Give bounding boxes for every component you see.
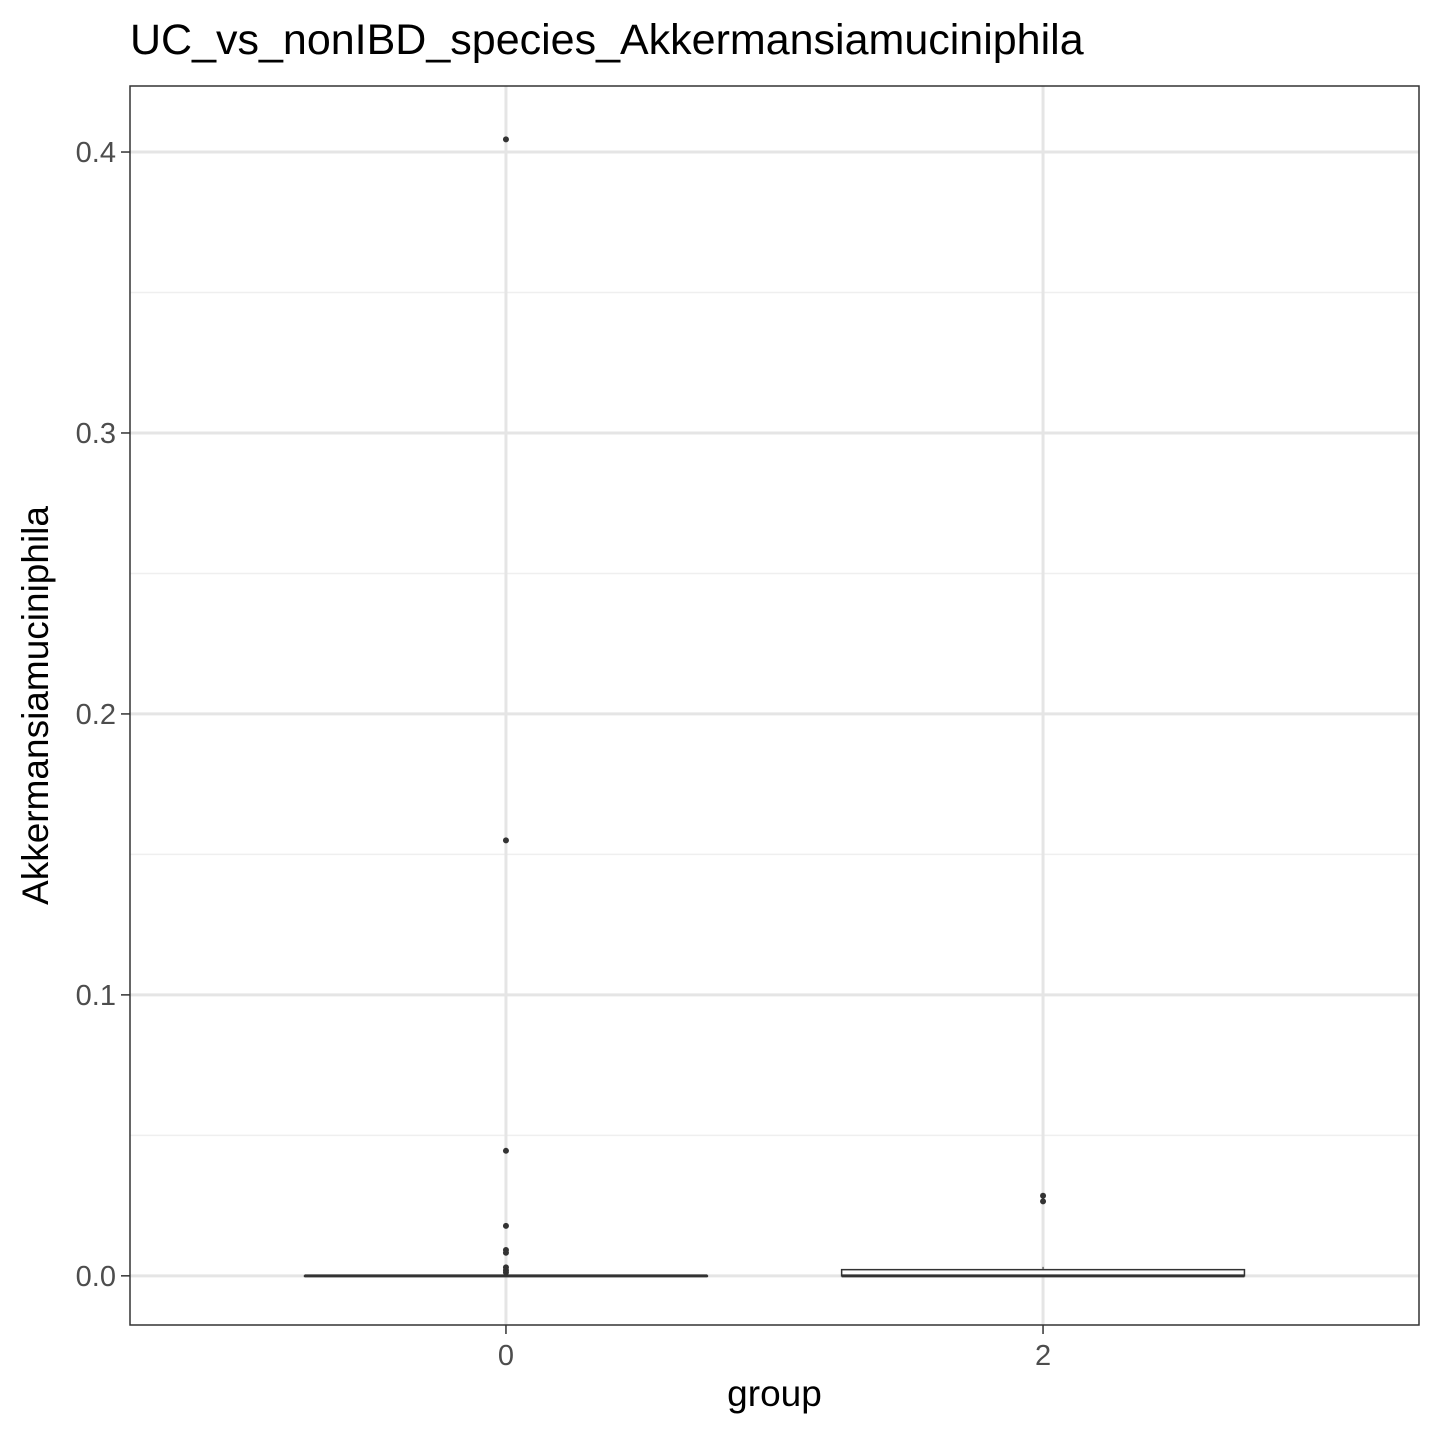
- outlier-point: [502, 136, 509, 143]
- boxplot-0: [303, 1274, 709, 1278]
- outlier-point: [1040, 1192, 1047, 1199]
- y-tick-label: 0.3: [76, 418, 116, 450]
- outlier-point: [1040, 1198, 1047, 1205]
- y-axis-title: Akkermansiamuciniphila: [15, 506, 56, 905]
- y-tick-label: 0.2: [76, 699, 116, 731]
- outlier-point: [502, 1147, 509, 1154]
- outlier-point: [502, 1269, 509, 1276]
- boxplot-2: [840, 1266, 1246, 1278]
- y-axis: 0.0 0.1 0.2 0.3 0.4: [76, 137, 130, 1293]
- y-tick-label: 0.0: [76, 1261, 116, 1293]
- boxplots: [303, 1266, 1246, 1278]
- x-tick-label: 2: [1035, 1340, 1051, 1372]
- grid: [130, 86, 1419, 1325]
- y-tick-label: 0.1: [76, 980, 116, 1012]
- x-tick-label: 0: [498, 1340, 514, 1372]
- chart-title: UC_vs_nonIBD_species_Akkermansiamuciniph…: [130, 16, 1084, 64]
- outlier-point: [502, 837, 509, 844]
- outlier-points: [502, 136, 1047, 1276]
- y-tick-label: 0.4: [76, 137, 116, 169]
- outlier-point: [502, 1249, 509, 1256]
- panel-border: [129, 85, 1420, 1326]
- x-axis-title: group: [727, 1373, 822, 1414]
- outlier-point: [502, 1222, 509, 1229]
